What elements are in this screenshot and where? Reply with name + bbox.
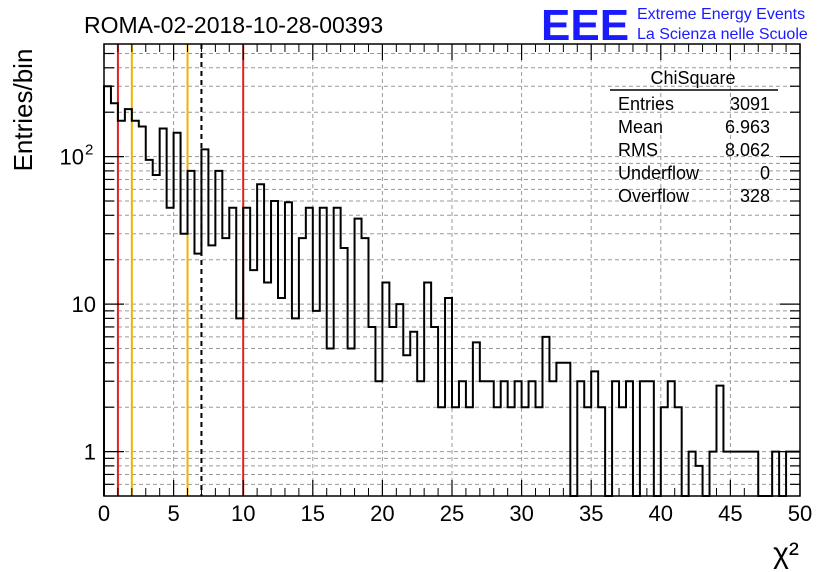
y-tick-label: 1 [84, 440, 96, 465]
eee-logo: EEE Extreme Energy Events La Scienza nel… [541, 1, 808, 50]
x-tick-label: 10 [231, 501, 255, 526]
x-tick-label: 15 [301, 501, 325, 526]
stats-label-rms: RMS [618, 140, 658, 160]
x-tick-label: 30 [509, 501, 533, 526]
y-tick-label: 10 [72, 292, 96, 317]
stats-value-rms: 8.062 [725, 140, 770, 160]
x-tick-label: 20 [370, 501, 394, 526]
stats-label-overflow: Overflow [618, 186, 690, 206]
stats-value-entries: 3091 [730, 94, 770, 114]
stats-value-overflow: 328 [740, 186, 770, 206]
histogram-series [103, 85, 800, 497]
logo-line-2: La Scienza nelle Scuole [637, 26, 808, 43]
stats-value-mean: 6.963 [725, 117, 770, 137]
x-tick-labels: 0 5 10 15 20 25 30 35 40 45 50 [98, 501, 812, 526]
x-tick-label: 0 [98, 501, 110, 526]
axis-ticks [103, 44, 801, 496]
stats-label-entries: Entries [618, 94, 674, 114]
chart-title: ROMA-02-2018-10-28-00393 [84, 12, 383, 38]
grid-lines [104, 44, 800, 496]
stats-title: ChiSquare [650, 68, 735, 88]
x-tick-label: 40 [649, 501, 673, 526]
x-tick-label: 45 [718, 501, 742, 526]
x-axis-label: χ² [773, 537, 799, 570]
stats-box: ChiSquare Entries 3091 Mean 6.963 RMS 8.… [610, 68, 778, 206]
stats-label-underflow: Underflow [618, 163, 700, 183]
x-tick-label: 35 [579, 501, 603, 526]
stats-value-underflow: 0 [760, 163, 770, 183]
stats-label-mean: Mean [618, 117, 663, 137]
y-tick-label-exponent: 2 [85, 142, 93, 159]
y-tick-label: 10 [60, 145, 84, 170]
y-axis-label: Entries/bin [8, 49, 38, 172]
x-tick-label: 50 [788, 501, 812, 526]
logo-mark: EEE [541, 1, 629, 50]
x-tick-label: 5 [167, 501, 179, 526]
x-tick-label: 25 [440, 501, 464, 526]
logo-line-1: Extreme Energy Events [637, 6, 805, 23]
